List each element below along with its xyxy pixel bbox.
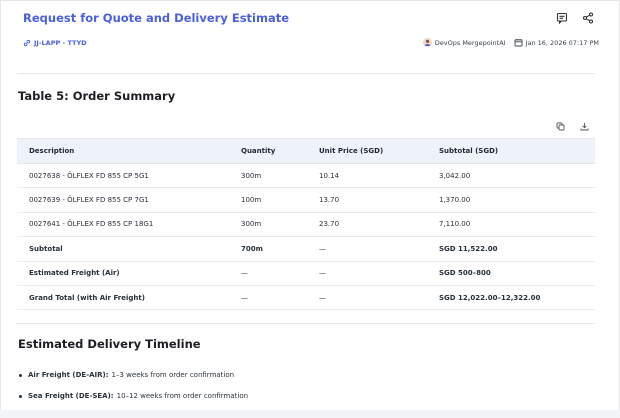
list-item-label: Air Freight (DE-AIR):: [28, 371, 109, 379]
column-header: Quantity: [229, 138, 307, 164]
table-cell: —: [307, 285, 427, 311]
table-cell: 10.14: [307, 163, 427, 189]
table-cell: 0027638 - ÖLFLEX FD 855 CP 5G1: [17, 163, 229, 189]
table-cell: —: [307, 261, 427, 286]
bullet-icon: [19, 373, 22, 377]
table-cell: SGD 500–800: [427, 261, 595, 286]
table-cell: Estimated Freight (Air): [17, 261, 229, 286]
table-cell: 700m: [229, 236, 307, 262]
column-header: Unit Price (SGD): [307, 138, 427, 164]
project-name: JJ-LAPP - TTYD: [34, 39, 87, 47]
list-item-text: 1–3 weeks from order confirmation: [111, 371, 235, 379]
order-summary-table: Description Quantity Unit Price (SGD) Su…: [17, 138, 595, 311]
share-icon[interactable]: [581, 11, 595, 25]
list-item: Air Freight (DE-AIR): 1–3 weeks from ord…: [19, 369, 248, 381]
subtotal-row: Subtotal 700m — SGD 11,522.00: [17, 236, 595, 262]
table-cell: 100m: [229, 187, 307, 213]
column-header: Subtotal (SGD): [427, 138, 595, 164]
comment-icon[interactable]: [555, 11, 569, 25]
list-item-label: Sea Freight (DE-SEA):: [28, 392, 114, 400]
timeline-title: Estimated Delivery Timeline: [18, 337, 201, 351]
freight-row: Estimated Freight (Air) — — SGD 500–800: [17, 261, 595, 286]
project-link[interactable]: JJ-LAPP - TTYD: [23, 39, 87, 47]
table-cell: —: [229, 285, 307, 311]
user-avatar-icon: [422, 38, 432, 47]
table-cell: —: [307, 236, 427, 262]
grand-total-row: Grand Total (with Air Freight) — — SGD 1…: [17, 285, 595, 311]
table-cell: —: [229, 261, 307, 286]
list-item: Sea Freight (DE-SEA): 10–12 weeks from o…: [19, 390, 248, 402]
table-cell: 3,042.00: [427, 163, 595, 189]
header-actions: [555, 11, 595, 25]
table-cell: Grand Total (with Air Freight): [17, 285, 229, 311]
table-title: Table 5: Order Summary: [18, 89, 176, 103]
table-cell: 23.70: [307, 212, 427, 238]
table-tools: [553, 119, 591, 133]
download-icon[interactable]: [577, 119, 591, 133]
table-cell: 300m: [229, 163, 307, 189]
table-cell: 1,370.00: [427, 187, 595, 213]
document-date: Jan 16, 2026 07:17 PM: [525, 38, 599, 47]
table-cell: 0027641 - ÖLFLEX FD 855 CP 18G1: [17, 212, 229, 238]
document-meta: DevOps MergepointAI Jan 16, 2026 07:17 P…: [422, 38, 599, 47]
table-cell: 0027639 - ÖLFLEX FD 855 CP 7G1: [17, 187, 229, 213]
link-icon: [23, 39, 31, 47]
table-cell: 13.70: [307, 187, 427, 213]
table-cell: SGD 12,022.00–12,322.00: [427, 285, 595, 311]
table-cell: SGD 11,522.00: [427, 236, 595, 262]
bottom-bar: [0, 410, 620, 418]
table-cell: 300m: [229, 212, 307, 238]
table-row: 0027638 - ÖLFLEX FD 855 CP 5G1 300m 10.1…: [17, 163, 595, 189]
bullet-icon: [19, 394, 22, 398]
header-divider: [17, 73, 595, 74]
table-row: 0027639 - ÖLFLEX FD 855 CP 7G1 100m 13.7…: [17, 187, 595, 213]
section-divider: [17, 323, 595, 324]
column-header: Description: [17, 138, 229, 164]
table-header-row: Description Quantity Unit Price (SGD) Su…: [17, 138, 595, 164]
timeline-list: Air Freight (DE-AIR): 1–3 weeks from ord…: [19, 369, 248, 411]
list-item-text: 10–12 weeks from order confirmation: [116, 392, 249, 400]
table-cell: Subtotal: [17, 236, 229, 262]
author-name: DevOps MergepointAI: [434, 38, 506, 47]
calendar-icon: [514, 39, 523, 47]
document-title: Request for Quote and Delivery Estimate: [23, 11, 290, 25]
copy-icon[interactable]: [553, 119, 567, 133]
document-header: Request for Quote and Delivery Estimate: [1, 1, 619, 69]
table-cell: 7,110.00: [427, 212, 595, 238]
table-row: 0027641 - ÖLFLEX FD 855 CP 18G1 300m 23.…: [17, 212, 595, 238]
